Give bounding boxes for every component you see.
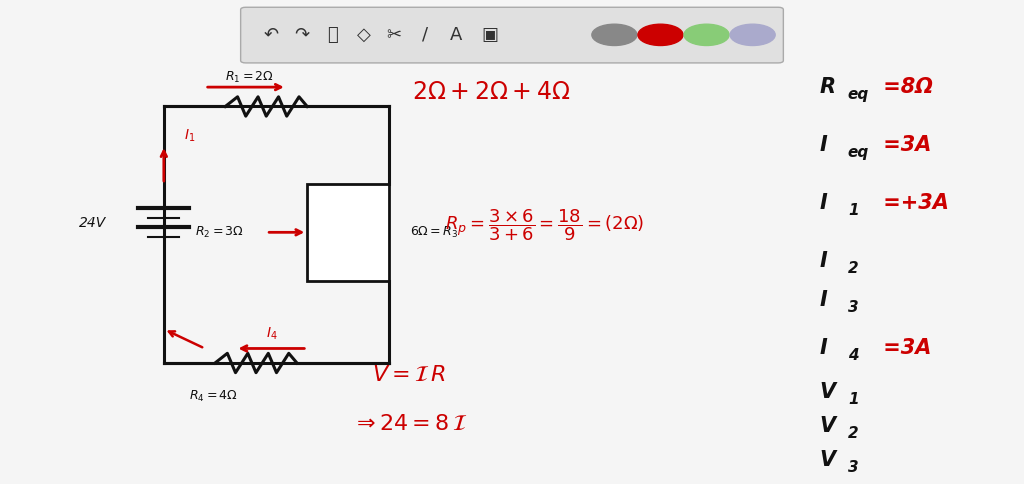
Text: $V = \mathcal{I}\,R$: $V = \mathcal{I}\,R$ <box>373 365 446 385</box>
Text: $I_1$: $I_1$ <box>183 127 196 144</box>
Text: $\Rightarrow 24 = 8\,\mathcal{I}$: $\Rightarrow 24 = 8\,\mathcal{I}$ <box>351 413 468 434</box>
Circle shape <box>638 24 683 45</box>
Text: I: I <box>819 193 827 213</box>
Text: =3A: =3A <box>876 135 931 155</box>
Text: ↶: ↶ <box>264 26 279 44</box>
Text: 1: 1 <box>848 203 858 218</box>
Circle shape <box>592 24 637 45</box>
Text: V: V <box>819 450 836 470</box>
Text: =8Ω: =8Ω <box>876 77 933 97</box>
Text: 3: 3 <box>848 460 858 474</box>
Text: ↷: ↷ <box>295 26 309 44</box>
Text: eq: eq <box>848 87 869 102</box>
Text: $6\Omega=R_3$: $6\Omega=R_3$ <box>410 225 458 240</box>
Text: I: I <box>819 135 827 155</box>
Text: $2\Omega + 2\Omega + 4\Omega$: $2\Omega + 2\Omega + 4\Omega$ <box>413 80 570 104</box>
Text: A: A <box>450 26 462 44</box>
Text: eq: eq <box>848 145 869 160</box>
Text: V: V <box>819 416 836 436</box>
Text: 3: 3 <box>848 300 858 315</box>
Text: R: R <box>819 77 836 97</box>
Text: ✂: ✂ <box>387 26 401 44</box>
Bar <box>307 184 389 281</box>
Text: $R_2=3\Omega$: $R_2=3\Omega$ <box>195 225 244 240</box>
Text: 2: 2 <box>848 261 858 276</box>
Text: 4: 4 <box>848 348 858 363</box>
Text: $I_4$: $I_4$ <box>265 326 278 342</box>
Text: =+3A: =+3A <box>876 193 948 213</box>
Text: I: I <box>819 290 827 310</box>
Text: V: V <box>819 382 836 402</box>
Text: I: I <box>819 338 827 359</box>
Text: 24V: 24V <box>79 216 105 229</box>
Text: 1: 1 <box>848 392 858 407</box>
Text: $R_4=4\Omega$: $R_4=4\Omega$ <box>189 389 239 405</box>
Circle shape <box>730 24 775 45</box>
Text: =3A: =3A <box>876 338 931 359</box>
FancyBboxPatch shape <box>241 7 783 63</box>
Text: $R_1= 2\Omega$: $R_1= 2\Omega$ <box>225 70 274 85</box>
Text: I: I <box>819 251 827 272</box>
Text: /: / <box>422 26 428 44</box>
Text: $R_p = \dfrac{3\times6}{3+6} = \dfrac{18}{9} = (2\Omega)$: $R_p = \dfrac{3\times6}{3+6} = \dfrac{18… <box>445 207 645 243</box>
Text: ⬦: ⬦ <box>328 26 338 44</box>
Text: ▣: ▣ <box>481 26 498 44</box>
Circle shape <box>684 24 729 45</box>
Text: 2: 2 <box>848 426 858 440</box>
Text: ◇: ◇ <box>356 26 371 44</box>
